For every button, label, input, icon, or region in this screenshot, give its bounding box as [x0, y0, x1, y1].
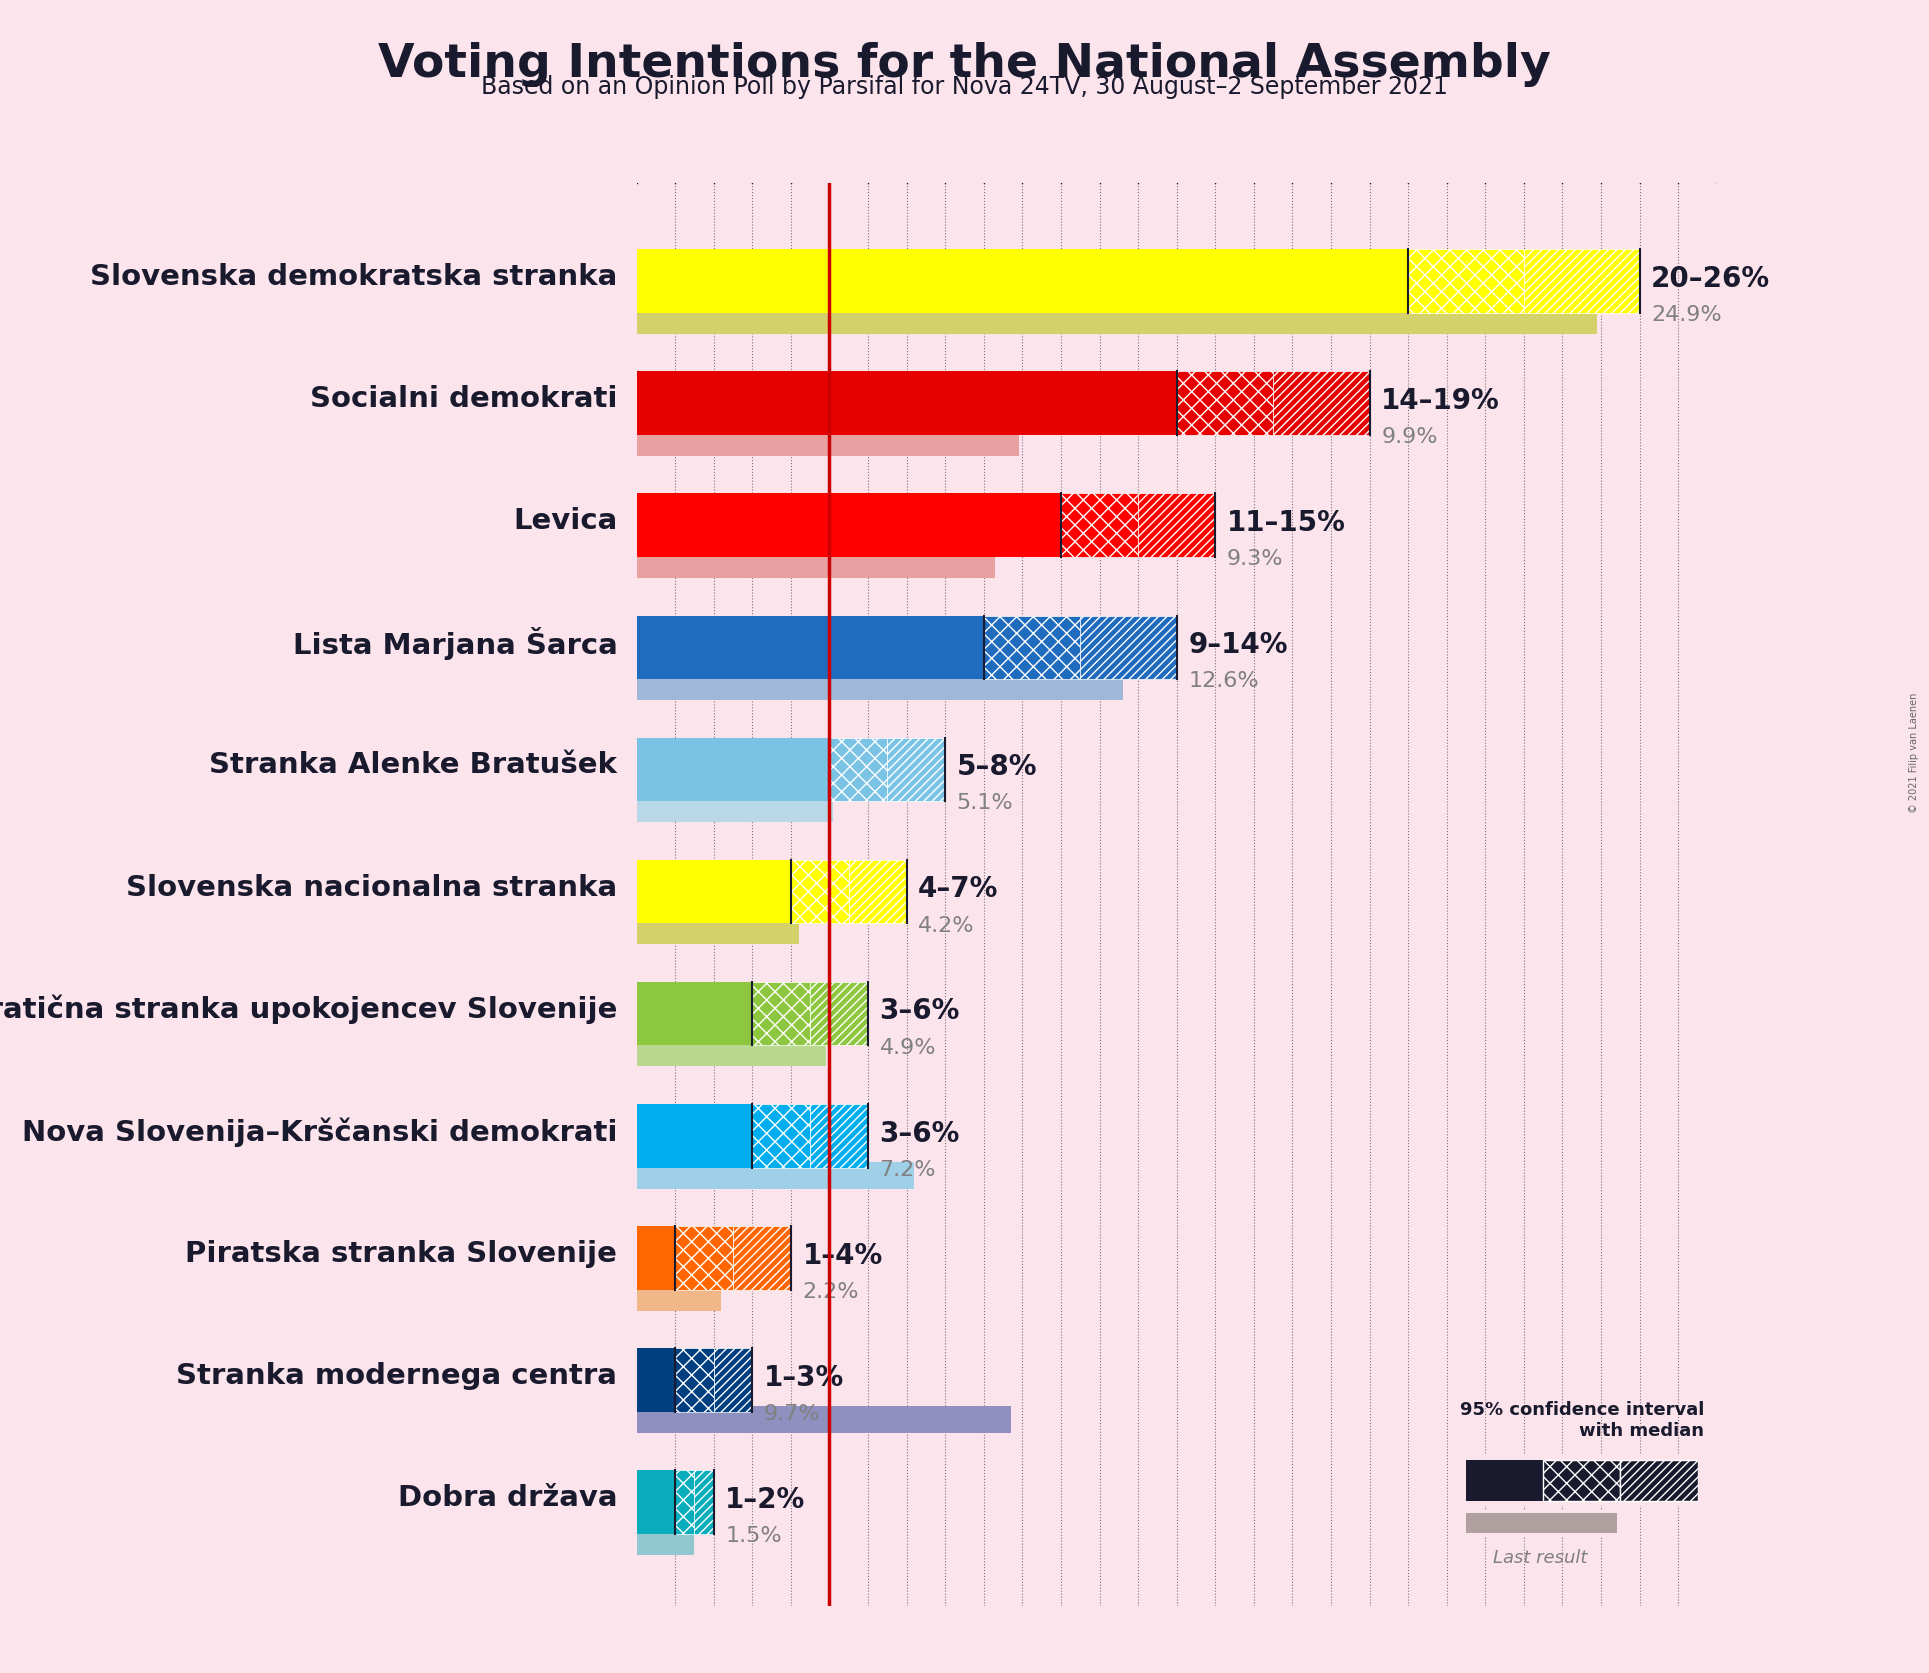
- Bar: [637, 674, 1123, 701]
- Bar: [733, 1226, 791, 1290]
- Bar: [637, 249, 1408, 313]
- Bar: [1273, 371, 1370, 435]
- Bar: [1080, 616, 1177, 679]
- Text: 4.9%: 4.9%: [880, 1037, 936, 1057]
- Bar: [1524, 249, 1640, 313]
- Text: 14–19%: 14–19%: [1381, 386, 1501, 415]
- Bar: [637, 982, 752, 1046]
- Bar: [637, 1471, 675, 1534]
- Bar: [637, 494, 1061, 557]
- Bar: [1408, 249, 1524, 313]
- Text: Demokratična stranka upokojencev Slovenije: Demokratična stranka upokojencev Sloveni…: [0, 994, 617, 1024]
- Bar: [675, 1348, 714, 1412]
- Bar: [1466, 1461, 1543, 1501]
- Bar: [1138, 494, 1215, 557]
- Bar: [984, 616, 1080, 679]
- Bar: [675, 1471, 694, 1534]
- Text: 11–15%: 11–15%: [1227, 509, 1346, 537]
- Text: Last result: Last result: [1493, 1549, 1588, 1566]
- Text: Slovenska demokratska stranka: Slovenska demokratska stranka: [91, 263, 617, 291]
- Text: 4.2%: 4.2%: [918, 915, 974, 935]
- Text: 9–14%: 9–14%: [1188, 631, 1289, 659]
- Bar: [637, 616, 984, 679]
- Text: 95% confidence interval
with median: 95% confidence interval with median: [1460, 1400, 1703, 1439]
- Bar: [810, 982, 868, 1046]
- Text: Slovenska nacionalna stranka: Slovenska nacionalna stranka: [125, 873, 617, 902]
- Text: © 2021 Filip van Laenen: © 2021 Filip van Laenen: [1910, 693, 1919, 813]
- Bar: [637, 1226, 675, 1290]
- Text: 3–6%: 3–6%: [880, 1119, 961, 1148]
- Text: Stranka modernega centra: Stranka modernega centra: [176, 1362, 617, 1389]
- Bar: [637, 1527, 694, 1556]
- Text: 5–8%: 5–8%: [957, 753, 1038, 781]
- Text: 1–2%: 1–2%: [725, 1486, 806, 1512]
- Text: 5.1%: 5.1%: [957, 793, 1013, 813]
- Bar: [694, 1471, 714, 1534]
- Text: Piratska stranka Slovenije: Piratska stranka Slovenije: [185, 1240, 617, 1266]
- Bar: [887, 738, 945, 801]
- Bar: [637, 552, 995, 579]
- Text: 1.5%: 1.5%: [725, 1526, 781, 1546]
- Bar: [637, 308, 1597, 335]
- Text: 7.2%: 7.2%: [880, 1159, 936, 1179]
- Bar: [637, 1348, 675, 1412]
- Bar: [1620, 1461, 1698, 1501]
- Text: 9.7%: 9.7%: [764, 1404, 820, 1424]
- Bar: [637, 1041, 826, 1067]
- Text: 4–7%: 4–7%: [918, 875, 999, 903]
- Text: Lista Marjana Šarca: Lista Marjana Šarca: [293, 626, 617, 659]
- Text: 1–4%: 1–4%: [802, 1241, 883, 1270]
- Text: Based on an Opinion Poll by Parsifal for Nova 24TV, 30 August–2 September 2021: Based on an Opinion Poll by Parsifal for…: [480, 75, 1449, 99]
- Bar: [1466, 1512, 1617, 1532]
- Text: 1–3%: 1–3%: [764, 1363, 845, 1390]
- Bar: [791, 860, 849, 923]
- Text: 9.3%: 9.3%: [1227, 549, 1283, 569]
- Bar: [1543, 1461, 1620, 1501]
- Bar: [637, 860, 791, 923]
- Bar: [637, 738, 829, 801]
- Text: 20–26%: 20–26%: [1651, 264, 1771, 293]
- Bar: [714, 1348, 752, 1412]
- Text: Stranka Alenke Bratušek: Stranka Alenke Bratušek: [208, 751, 617, 780]
- Bar: [829, 738, 887, 801]
- Text: Voting Intentions for the National Assembly: Voting Intentions for the National Assem…: [378, 42, 1551, 87]
- Text: 9.9%: 9.9%: [1381, 427, 1437, 447]
- Text: Levica: Levica: [513, 507, 617, 535]
- Text: Nova Slovenija–Krščanski demokrati: Nova Slovenija–Krščanski demokrati: [21, 1116, 617, 1146]
- Bar: [637, 371, 1177, 435]
- Bar: [675, 1226, 733, 1290]
- Bar: [810, 1104, 868, 1168]
- Text: 3–6%: 3–6%: [880, 997, 961, 1026]
- Text: 12.6%: 12.6%: [1188, 671, 1260, 691]
- Bar: [637, 430, 1019, 457]
- Bar: [752, 982, 810, 1046]
- Text: 24.9%: 24.9%: [1651, 304, 1723, 325]
- Bar: [637, 1163, 914, 1190]
- Text: 2.2%: 2.2%: [802, 1282, 858, 1302]
- Bar: [1061, 494, 1138, 557]
- Text: Dobra država: Dobra država: [397, 1484, 617, 1511]
- Bar: [637, 1104, 752, 1168]
- Bar: [637, 796, 833, 823]
- Bar: [1177, 371, 1273, 435]
- Bar: [752, 1104, 810, 1168]
- Bar: [637, 1285, 721, 1312]
- Bar: [637, 1407, 1011, 1434]
- Bar: [849, 860, 907, 923]
- Text: Socialni demokrati: Socialni demokrati: [311, 385, 617, 413]
- Bar: [637, 918, 799, 945]
